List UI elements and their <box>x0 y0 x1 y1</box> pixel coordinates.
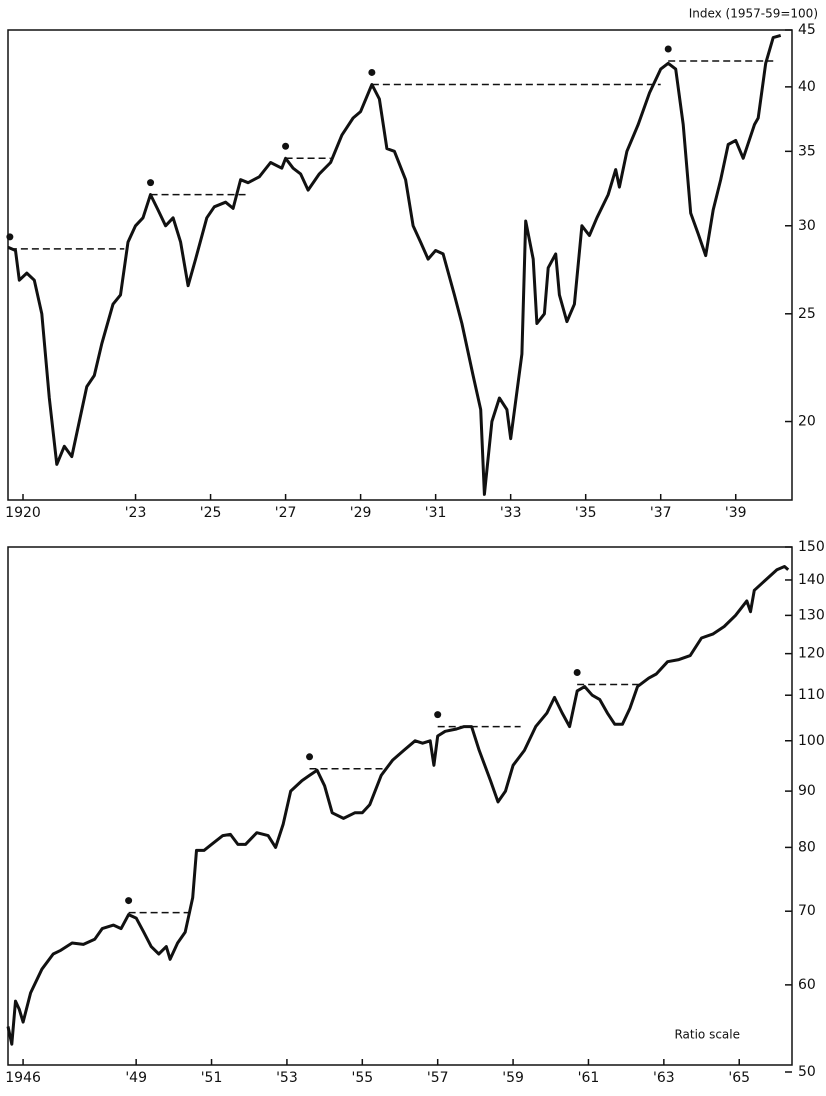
x-tick-label: '55 <box>351 1070 373 1086</box>
peak-marker <box>664 45 672 53</box>
annotation: Ratio scale <box>674 1028 740 1042</box>
y-tick-label: 90 <box>798 783 816 799</box>
y-tick-label: 25 <box>798 306 816 322</box>
x-tick-label: '35 <box>575 505 597 521</box>
x-tick-label: '23 <box>125 505 147 521</box>
x-tick-label: '61 <box>578 1070 600 1086</box>
y-tick-label: 110 <box>798 687 825 703</box>
x-tick-label: '33 <box>500 505 522 521</box>
x-tick-label: 1946 <box>5 1070 41 1086</box>
plot-frame <box>7 546 793 1066</box>
peak-marker <box>125 897 133 905</box>
x-tick-label: 1920 <box>5 505 41 521</box>
y-tick-label: 100 <box>798 733 825 749</box>
x-tick-label: '63 <box>653 1070 675 1086</box>
x-tick-label: '49 <box>125 1070 147 1086</box>
x-tick-label: '57 <box>427 1070 449 1086</box>
peak-marker <box>306 753 314 761</box>
y-tick-label: 20 <box>798 414 816 430</box>
x-tick-label: '31 <box>425 505 447 521</box>
y-tick-label: 150 <box>798 539 825 555</box>
y-tick-label: 60 <box>798 977 816 993</box>
y-tick-label: 50 <box>798 1064 816 1080</box>
y-tick-label: 80 <box>798 839 816 855</box>
plot-frame <box>7 29 793 501</box>
y-tick-label: 40 <box>798 79 816 95</box>
x-tick-label: '29 <box>350 505 372 521</box>
x-tick-label: '53 <box>276 1070 298 1086</box>
y-tick-label: 70 <box>798 903 816 919</box>
x-tick-label: '37 <box>650 505 672 521</box>
y-tick-label: 35 <box>798 143 816 159</box>
peak-marker <box>368 68 376 76</box>
x-tick-label: '39 <box>725 505 747 521</box>
y-tick-label: 30 <box>798 218 816 234</box>
x-tick-label: '65 <box>728 1070 750 1086</box>
peak-marker <box>6 233 14 241</box>
peak-marker <box>573 668 581 676</box>
y-axis-label: Index (1957-59=100) <box>689 7 818 21</box>
x-tick-label: '27 <box>275 505 297 521</box>
peak-marker <box>434 711 442 719</box>
data-line <box>6 565 790 1046</box>
x-tick-label: '59 <box>502 1070 524 1086</box>
y-tick-label: 45 <box>798 22 816 38</box>
y-tick-label: 140 <box>798 572 825 588</box>
peak-marker <box>147 179 155 187</box>
y-tick-label: 130 <box>798 607 825 623</box>
x-tick-label: '51 <box>201 1070 223 1086</box>
peak-marker <box>282 142 290 150</box>
data-line <box>7 33 782 496</box>
y-tick-label: 120 <box>798 646 825 662</box>
x-tick-label: '25 <box>200 505 222 521</box>
